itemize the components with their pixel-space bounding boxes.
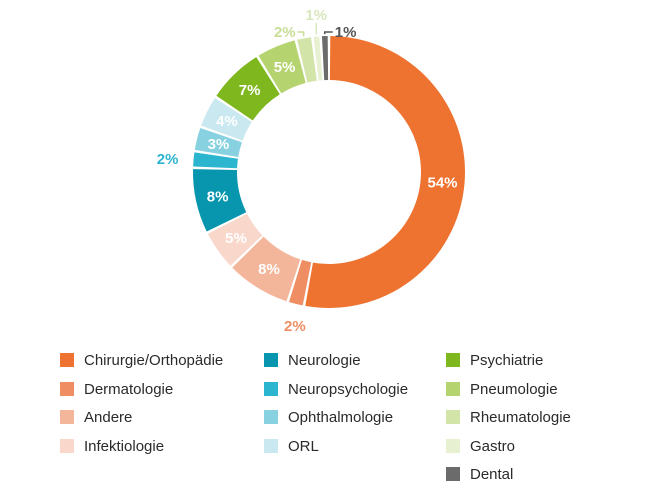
legend-label: Pneumologie <box>470 380 558 398</box>
legend-item-rheumatologie: Rheumatologie <box>446 407 571 427</box>
legend-swatch <box>60 439 74 453</box>
donut-slice <box>201 97 252 141</box>
legend-swatch <box>264 353 278 367</box>
donut-slice <box>305 36 465 308</box>
callout-line <box>297 31 305 37</box>
legend-item-orl: ORL <box>264 436 319 456</box>
legend-label: Neuropsychologie <box>288 380 409 398</box>
slice-value-label: 8% <box>258 261 280 278</box>
slice-value-label: 5% <box>225 230 247 247</box>
legend-swatch <box>446 410 460 424</box>
legend-swatch <box>446 467 460 481</box>
callout-line <box>324 31 333 35</box>
slice-value-label: 2% <box>274 24 296 41</box>
slice-value-label: 8% <box>207 188 229 205</box>
legend-item-psychiatrie: Psychiatrie <box>446 350 543 370</box>
legend-label: Psychiatrie <box>470 351 544 369</box>
slice-value-label: 7% <box>239 82 261 99</box>
legend-swatch <box>446 439 460 453</box>
legend-label: Ophthalmologie <box>288 408 394 426</box>
slice-value-label: 54% <box>427 175 457 192</box>
legend-item-neuropsychologie: Neuropsychologie <box>264 379 408 399</box>
legend-label: Infektiologie <box>84 437 165 455</box>
legend-swatch <box>60 353 74 367</box>
donut-svg: 54% 2% 8% 5% 8% 2% 3% 4%7% 5% 2% 1% 1% <box>157 7 465 335</box>
legend-item-neurologie: Neurologie <box>264 350 361 370</box>
slice-value-label: 2% <box>157 151 179 168</box>
legend-label: Neurologie <box>288 351 361 369</box>
legend-item-andere: Andere <box>60 407 132 427</box>
slice-value-label: 1% <box>335 24 357 41</box>
slice-value-label: 5% <box>274 59 296 76</box>
legend-swatch <box>60 382 74 396</box>
legend-swatch <box>264 410 278 424</box>
legend-label: Rheumatologie <box>470 408 571 426</box>
donut-slice <box>232 236 301 302</box>
donut-slice <box>216 57 280 121</box>
donut-slice <box>258 40 306 94</box>
legend-item-dermatologie: Dermatologie <box>60 379 173 399</box>
donut-chart: 54% 2% 8% 5% 8% 2% 3% 4% 7% 5% 2% 1% 1% <box>157 7 465 335</box>
donut-slice <box>193 152 238 169</box>
legend-label: ORL <box>288 437 319 455</box>
legend-item-chirurgie: Chirurgie/Orthopädie <box>60 350 223 370</box>
slice-value-label: 3% <box>208 136 230 153</box>
legend-item-ophthalmologie: Ophthalmologie <box>264 407 393 427</box>
legend-item-gastro: Gastro <box>446 436 515 456</box>
legend-swatch <box>446 353 460 367</box>
legend-item-pneumologie: Pneumologie <box>446 379 558 399</box>
slice-value-label: 1% <box>305 7 327 24</box>
donut-slice <box>194 128 242 158</box>
legend-item-infektiologie: Infektiologie <box>60 436 164 456</box>
legend-swatch <box>264 382 278 396</box>
donut-slice <box>297 37 317 83</box>
donut-slice <box>207 213 263 266</box>
slice-value-label: 2% <box>284 318 306 335</box>
legend-swatch <box>60 410 74 424</box>
legend-label: Dermatologie <box>84 380 174 398</box>
donut-slice <box>289 259 312 306</box>
legend-label: Gastro <box>470 437 516 455</box>
legend-swatch <box>264 439 278 453</box>
legend-swatch <box>446 382 460 396</box>
legend-label: Chirurgie/Orthopädie <box>84 351 224 369</box>
slice-value-label: 4% <box>216 113 238 130</box>
donut-slice <box>313 36 323 81</box>
donut-slice <box>193 169 247 232</box>
legend-label: Andere <box>84 408 133 426</box>
legend-item-dental: Dental <box>446 464 513 484</box>
legend-label: Dental <box>470 465 514 483</box>
donut-slice <box>321 36 329 81</box>
